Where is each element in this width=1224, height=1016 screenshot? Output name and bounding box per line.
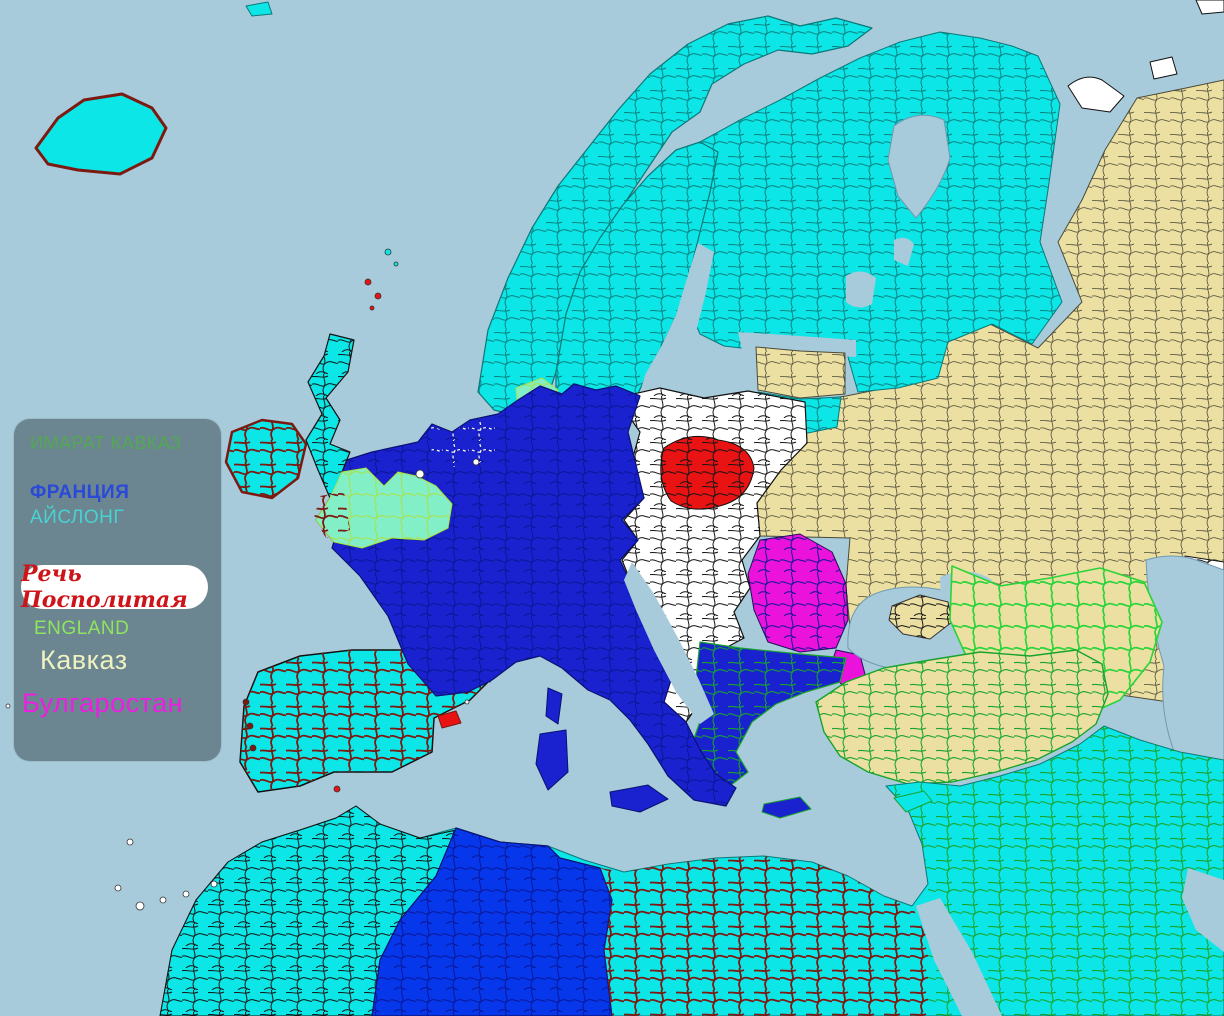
legend-item-3-pill: Речь Посполитая <box>21 561 208 613</box>
legend-item-2: АЙСЛОНГ <box>30 507 125 528</box>
island-corsica <box>545 687 563 725</box>
sea-gulf-of-bothnia <box>638 243 714 418</box>
region-norway-provinces <box>478 16 872 416</box>
island-faroe-1 <box>364 278 372 286</box>
island-crete <box>761 796 812 819</box>
dot-bremen-white <box>472 458 480 466</box>
island-corner-ne <box>1195 0 1224 15</box>
region-turkey-provinces <box>816 650 1108 784</box>
island-balearic <box>437 710 462 729</box>
overlay-low-countries <box>430 415 497 470</box>
legend-item-1: ФРАНЦИЯ <box>30 482 130 503</box>
overlay-wales <box>314 492 350 538</box>
overlay-libya-egypt <box>600 856 928 1016</box>
island-faroe-3 <box>369 305 375 311</box>
island-kolguyev <box>1149 56 1178 80</box>
dot-portugal-1 <box>242 698 250 706</box>
lake-ladoga <box>846 271 876 308</box>
island-canary-4 <box>182 890 190 898</box>
island-shetland-2 <box>393 261 399 267</box>
peninsula-kanin <box>1067 76 1125 113</box>
legend-item-4: ENGLAND <box>34 618 130 639</box>
region-ireland-provinces <box>226 420 306 498</box>
region-balkans-blue-provinces <box>688 642 846 792</box>
region-karelia-nw-russia-provinces <box>686 32 1062 392</box>
island-sardinia <box>535 729 569 791</box>
region-magenta-provinces <box>748 534 848 652</box>
region-red-enclave-provinces <box>660 436 754 510</box>
sea-adriatic <box>624 562 714 724</box>
island-canary-3 <box>159 896 167 904</box>
island-canary-1 <box>114 884 122 892</box>
island-canary-2 <box>135 901 145 911</box>
dot-england-white <box>415 469 425 479</box>
sea-white-sea <box>887 114 951 219</box>
island-faroe-2 <box>374 292 382 300</box>
legend-panel: ИМАРАТ КАВКАЗ ФРАНЦИЯ АЙСЛОНГ Речь Поспо… <box>14 419 221 761</box>
legend-item-5: Кавказ <box>40 645 128 675</box>
dot-portugal-2 <box>246 722 254 730</box>
region-iceland <box>34 92 168 176</box>
overlay-mideast <box>886 726 1224 1016</box>
island-cyprus <box>893 790 933 813</box>
region-algeria-provinces <box>372 828 612 1016</box>
island-madeira <box>126 838 134 846</box>
dot-gibraltar <box>333 785 341 793</box>
overlay-england-provinces <box>316 468 452 548</box>
dot-portugal-3 <box>249 744 257 752</box>
island-shetland-1 <box>384 248 392 256</box>
island-sicily <box>609 784 669 813</box>
island-canary-5 <box>210 880 218 888</box>
region-russia-provinces <box>757 80 1224 710</box>
sea-persian-gulf <box>1182 868 1224 952</box>
island-azores-1 <box>5 703 11 709</box>
sea-red-sea <box>916 898 1002 1016</box>
lake-onega <box>894 237 914 266</box>
region-estonia-latvia-provinces <box>756 347 845 398</box>
region-crimea-provinces <box>889 595 952 639</box>
legend-item-3: Речь Посполитая <box>21 561 188 613</box>
island-top-left <box>245 1 273 17</box>
legend-item-6: Булгаростан <box>22 688 184 718</box>
island-minorca <box>464 699 470 705</box>
legend-item-0: ИМАРАТ КАВКАЗ <box>30 433 182 453</box>
